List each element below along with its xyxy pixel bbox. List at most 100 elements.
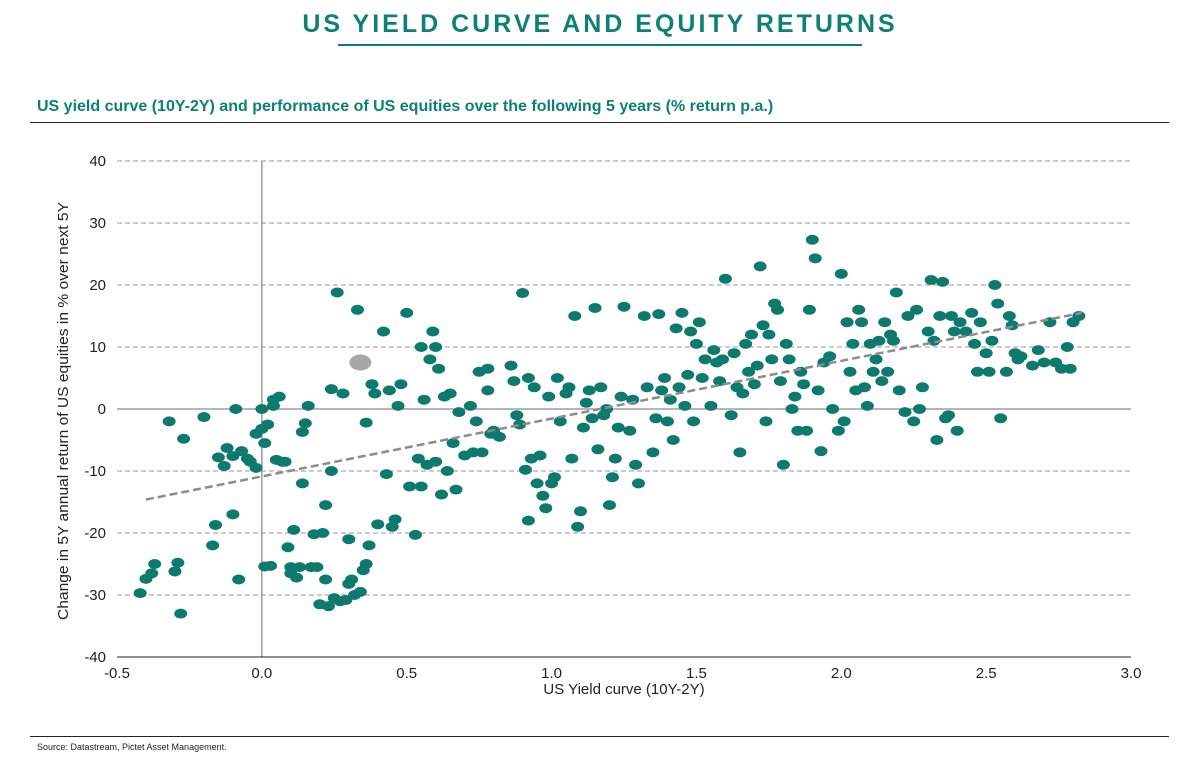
data-point — [608, 453, 622, 464]
data-point — [359, 417, 373, 428]
data-point — [345, 574, 359, 585]
data-point — [886, 335, 900, 346]
data-point — [637, 311, 651, 321]
data-point — [452, 407, 466, 418]
data-point — [857, 382, 871, 393]
data-point — [594, 382, 608, 393]
data-point — [629, 459, 643, 470]
data-point — [892, 385, 906, 396]
data-point — [660, 416, 674, 427]
data-point — [950, 425, 964, 436]
data-point — [875, 376, 889, 387]
data-point — [1014, 351, 1028, 362]
data-point — [162, 416, 176, 427]
data-point — [440, 466, 454, 476]
data-point — [371, 519, 385, 530]
data-point — [747, 379, 761, 390]
data-point — [779, 338, 793, 349]
data-point — [220, 443, 234, 454]
data-point — [666, 435, 680, 445]
data-point — [991, 298, 1005, 309]
data-point — [588, 302, 602, 313]
data-point — [927, 335, 941, 346]
y-tick-label: 20 — [89, 277, 106, 294]
data-point — [759, 416, 773, 427]
data-point — [907, 416, 921, 427]
data-point — [603, 500, 617, 511]
x-tick-label: 0.0 — [251, 665, 272, 682]
data-point — [689, 338, 703, 349]
x-axis-label: US Yield curve (10Y-2Y) — [543, 681, 704, 698]
data-point — [504, 360, 518, 371]
data-point — [826, 404, 840, 414]
title-underline — [338, 44, 862, 46]
data-point — [782, 354, 796, 365]
data-point — [145, 568, 159, 579]
data-point — [579, 397, 593, 408]
data-point — [391, 400, 405, 411]
data-point — [536, 490, 550, 501]
data-point — [336, 388, 350, 399]
data-point — [368, 388, 382, 399]
data-point — [530, 478, 544, 489]
data-point — [411, 453, 425, 464]
data-point — [446, 438, 460, 449]
x-tick-label: 3.0 — [1121, 665, 1142, 682]
data-point — [773, 376, 787, 387]
data-point — [423, 354, 437, 365]
data-point — [249, 462, 263, 473]
data-point — [765, 354, 779, 365]
data-point — [550, 373, 564, 383]
data-point — [649, 413, 663, 424]
data-point — [432, 363, 446, 374]
data-point — [217, 461, 231, 472]
x-tick-label: 2.0 — [831, 665, 852, 682]
data-point — [521, 515, 535, 526]
data-point — [646, 447, 660, 458]
x-tick-label: 1.5 — [686, 665, 707, 682]
y-tick-label: -40 — [84, 649, 106, 666]
data-point — [434, 489, 448, 500]
data-point — [733, 447, 747, 458]
data-point — [750, 360, 764, 371]
data-point — [988, 280, 1002, 290]
data-point — [924, 275, 938, 286]
data-point — [295, 478, 309, 489]
data-point — [426, 326, 440, 337]
data-point — [516, 288, 530, 299]
data-point — [408, 529, 422, 540]
data-point — [776, 459, 790, 470]
y-axis-label: Change in 5Y annual return of US equitie… — [55, 202, 72, 620]
data-point — [321, 601, 335, 612]
data-point — [802, 304, 816, 315]
data-point — [568, 311, 582, 321]
data-point — [800, 425, 814, 436]
data-point — [226, 509, 240, 520]
data-point — [1031, 345, 1045, 356]
data-point — [359, 559, 373, 569]
data-point — [605, 472, 619, 483]
data-point — [168, 566, 182, 577]
data-point — [414, 481, 428, 492]
data-point — [507, 376, 521, 387]
data-point — [739, 338, 753, 349]
data-point — [788, 391, 802, 402]
data-point — [377, 326, 391, 337]
data-point — [652, 309, 666, 320]
data-point — [510, 410, 524, 421]
data-point — [148, 559, 162, 569]
data-point — [287, 524, 301, 535]
data-point — [982, 366, 996, 377]
trendline — [145, 311, 1082, 501]
data-point — [771, 304, 785, 315]
data-points — [133, 234, 1086, 619]
data-point — [324, 384, 338, 395]
data-point — [1025, 360, 1039, 371]
data-point — [481, 385, 495, 396]
data-point — [469, 416, 483, 427]
data-point — [562, 382, 576, 393]
data-point — [623, 425, 637, 436]
data-point — [617, 301, 631, 312]
data-point — [915, 382, 929, 393]
data-point — [362, 540, 376, 551]
